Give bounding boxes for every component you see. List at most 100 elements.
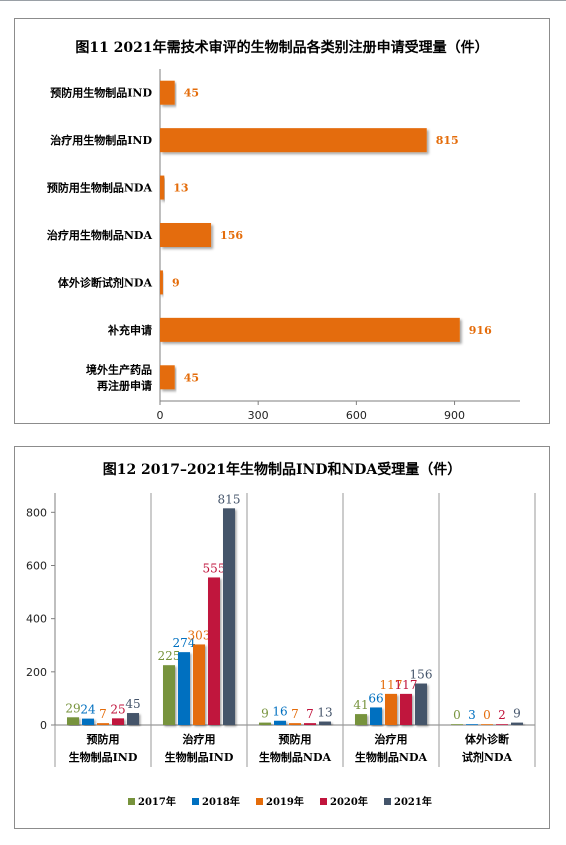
bar <box>163 665 175 725</box>
category-label: 治疗用生物制品IND <box>50 133 152 147</box>
bar <box>127 713 139 725</box>
x-tick-label: 0 <box>157 409 164 422</box>
bar <box>415 683 427 725</box>
category-label-line: 预防用生物制品IND <box>50 86 152 100</box>
data-label: 45 <box>184 87 199 100</box>
category-label-line: 再注册申请 <box>97 378 152 392</box>
bar <box>481 724 493 725</box>
data-label: 9 <box>261 707 269 721</box>
data-label: 24 <box>80 703 96 717</box>
y-tick-label: 200 <box>26 666 47 679</box>
category-label-line: 体外诊断 <box>465 732 509 746</box>
category-label: 境外生产药品再注册申请 <box>86 362 152 392</box>
legend-label: 2021年 <box>394 795 432 808</box>
bar <box>160 270 163 295</box>
chart-1-title: 图11 2021年需技术审评的生物制品各类别注册申请受理量（件） <box>75 40 489 56</box>
chart-panel-1: 图11 2021年需技术审评的生物制品各类别注册申请受理量（件） 0 300 600… <box>14 18 550 424</box>
y-tick-label: 800 <box>26 506 47 519</box>
data-label: 0 <box>483 708 491 722</box>
category-label: 体外诊断试剂NDA <box>58 275 153 289</box>
category-label-line: 预防用 <box>87 732 120 746</box>
x-tick-label: 600 <box>346 409 367 422</box>
data-label: 7 <box>99 707 107 721</box>
data-label: 303 <box>188 628 211 642</box>
bar <box>451 724 463 725</box>
top-border-line <box>0 0 566 1</box>
bar <box>97 723 109 725</box>
y-tick-label: 400 <box>26 613 47 626</box>
data-label: 25 <box>110 702 125 716</box>
bar <box>274 720 286 725</box>
category-label-line: 预防用 <box>279 732 312 746</box>
legend-swatch <box>256 798 263 805</box>
data-label: 29 <box>65 701 80 715</box>
data-label: 815 <box>436 134 459 147</box>
category-label: 体外诊断试剂NDA <box>462 732 513 764</box>
category-label: 治疗用生物制品IND <box>165 732 234 764</box>
category-label-line: 补充申请 <box>107 323 152 337</box>
legend-swatch <box>320 798 327 805</box>
category-label-line: 治疗用生物制品IND <box>50 133 152 147</box>
data-label: 9 <box>513 707 521 721</box>
category-label-line: 生物制品NDA <box>355 750 428 764</box>
data-label: 41 <box>353 698 368 712</box>
data-label: 117 <box>395 678 418 692</box>
bar <box>160 80 175 105</box>
data-label: 156 <box>220 229 243 242</box>
bar <box>496 724 508 725</box>
bar <box>178 652 190 725</box>
category-label: 预防用生物制品IND <box>69 732 138 764</box>
category-label: 补充申请 <box>107 323 152 337</box>
category-label: 治疗用生物制品NDA <box>47 228 153 242</box>
chart-panel-2: 图12 2017–2021年生物制品IND和NDA受理量（件） 0 200 400 6… <box>14 446 550 829</box>
category-label-line: 生物制品IND <box>165 750 234 764</box>
chart-2-title: 图12 2017–2021年生物制品IND和NDA受理量（件） <box>102 462 462 478</box>
chart-1-svg: 0 300 600 900 预防用生物制品IND 45 治疗用生物制品IND 815 预防用生物… <box>47 69 520 422</box>
category-label-line: 体外诊断试剂NDA <box>58 275 153 289</box>
data-label: 16 <box>272 705 287 719</box>
bar <box>370 707 382 725</box>
bar <box>223 508 235 725</box>
legend-label: 2019年 <box>266 795 304 808</box>
x-tick-label: 300 <box>248 409 269 422</box>
bar <box>160 175 165 200</box>
data-label: 9 <box>172 276 180 289</box>
bar <box>160 128 427 153</box>
data-label: 916 <box>469 324 492 337</box>
legend-label: 2017年 <box>138 795 176 808</box>
bar <box>193 644 205 725</box>
category-label-line: 治疗用生物制品NDA <box>47 228 153 242</box>
data-label: 0 <box>453 708 461 722</box>
legend-swatch <box>128 798 135 805</box>
bar <box>160 365 175 390</box>
category-label: 治疗用生物制品NDA <box>355 732 428 764</box>
data-label: 274 <box>173 636 196 650</box>
data-label: 117 <box>380 678 403 692</box>
data-label: 13 <box>317 706 332 720</box>
category-label-line: 境外生产药品 <box>86 362 152 376</box>
data-label: 7 <box>306 707 314 721</box>
category-label-line: 生物制品NDA <box>259 750 332 764</box>
data-label: 815 <box>218 492 241 506</box>
data-label: 45 <box>184 371 199 384</box>
data-label: 13 <box>173 182 188 195</box>
category-label-line: 治疗用 <box>183 732 216 746</box>
y-tick-label: 600 <box>26 559 47 572</box>
bar <box>259 722 271 725</box>
category-label-line: 生物制品IND <box>69 750 138 764</box>
bar <box>319 721 331 725</box>
legend-label: 2018年 <box>202 795 240 808</box>
data-label: 156 <box>410 668 433 682</box>
bar <box>67 717 79 725</box>
data-label: 7 <box>291 707 299 721</box>
legend-label: 2020年 <box>330 795 368 808</box>
category-label: 预防用生物制品NDA <box>47 181 153 195</box>
data-label: 45 <box>125 697 140 711</box>
x-tick-label: 900 <box>444 409 465 422</box>
data-label: 2 <box>498 708 506 722</box>
data-label: 225 <box>158 649 181 663</box>
legend-swatch <box>384 798 391 805</box>
bar <box>400 693 412 725</box>
bar <box>511 722 523 725</box>
